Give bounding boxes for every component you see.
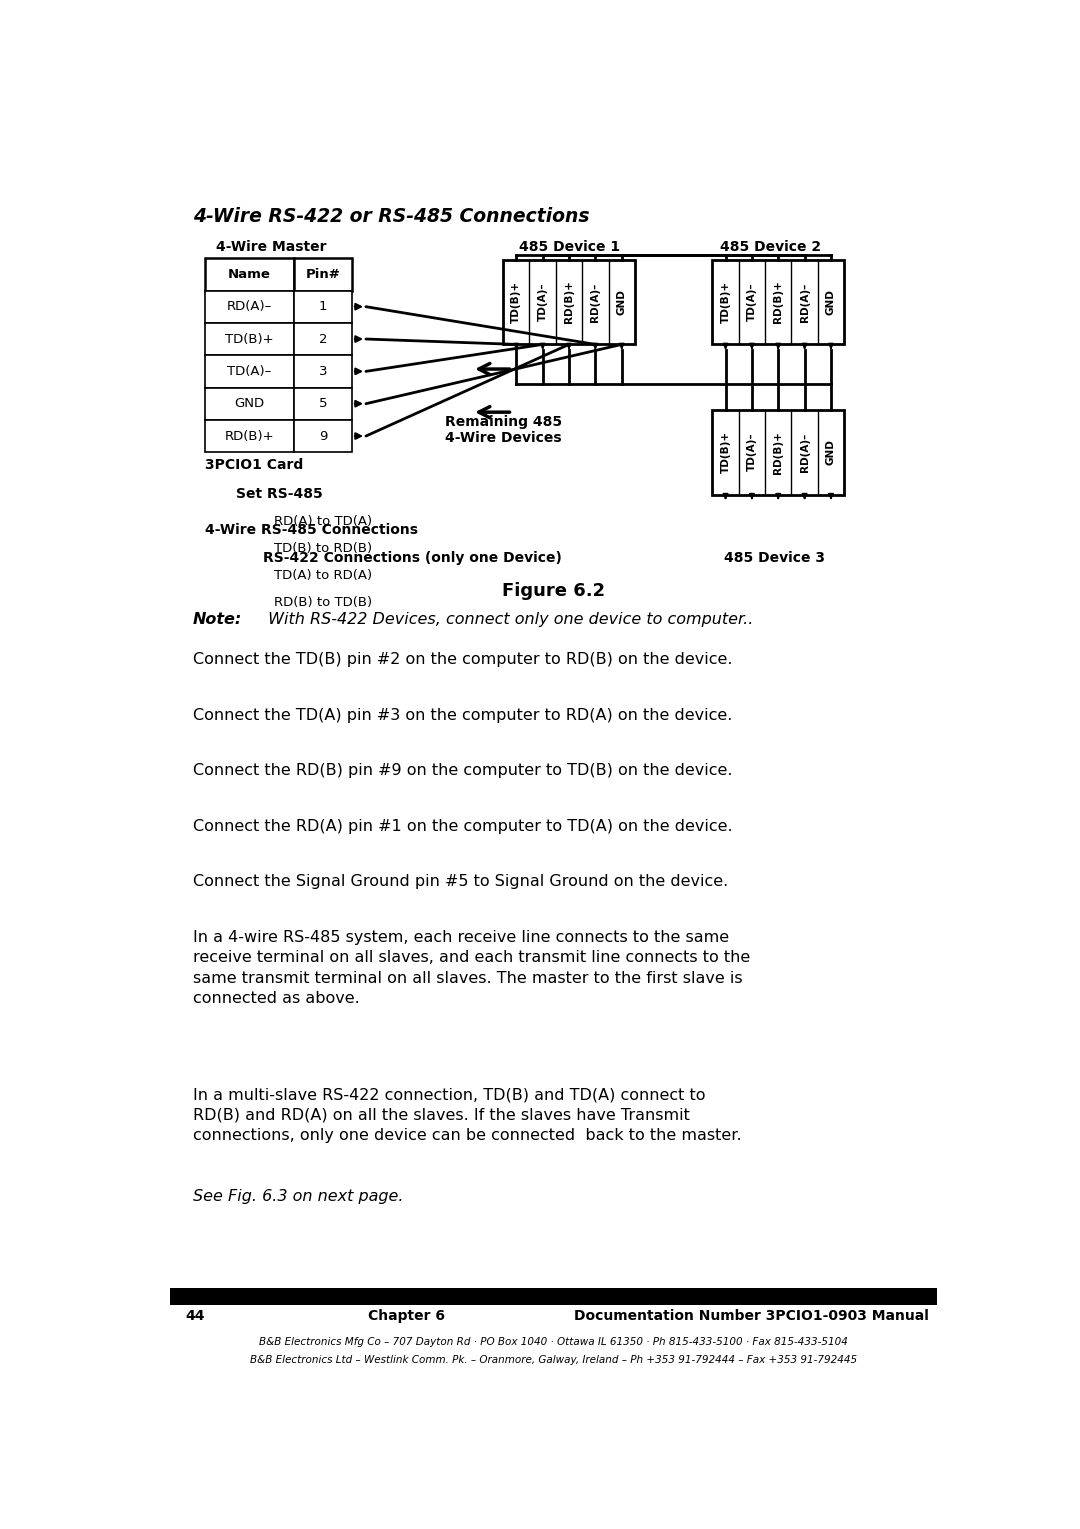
Text: RD(A)–: RD(A)– (799, 433, 810, 472)
Text: See Fig. 6.3 on next page.: See Fig. 6.3 on next page. (193, 1190, 404, 1205)
Text: Documentation Number 3PCIO1-0903 Manual: Documentation Number 3PCIO1-0903 Manual (575, 1309, 930, 1323)
Text: TD(B) to RD(B): TD(B) to RD(B) (274, 543, 373, 555)
Text: Connect the RD(A) pin #1 on the computer to TD(A) on the device.: Connect the RD(A) pin #1 on the computer… (193, 820, 732, 833)
Text: RD(A)–: RD(A)– (799, 283, 810, 321)
Text: 3PCIO1 Card: 3PCIO1 Card (205, 459, 303, 472)
Text: 485 Device 2: 485 Device 2 (720, 240, 821, 254)
Text: 4-Wire Master: 4-Wire Master (216, 240, 327, 254)
Text: 9: 9 (319, 430, 327, 442)
Text: RD(B) to TD(B): RD(B) to TD(B) (274, 596, 373, 609)
Bar (294, 291, 352, 323)
Text: 485 Device 3: 485 Device 3 (724, 550, 825, 564)
Text: 485 Device 1: 485 Device 1 (518, 240, 620, 254)
Text: RD(B)+: RD(B)+ (564, 281, 573, 324)
Text: B&B Electronics Mfg Co – 707 Dayton Rd · PO Box 1040 · Ottawa IL 61350 · Ph 815-: B&B Electronics Mfg Co – 707 Dayton Rd ·… (259, 1336, 848, 1347)
Bar (170, 1289, 937, 1306)
Text: Pin#: Pin# (306, 268, 340, 281)
Text: TD(A)–: TD(A)– (538, 283, 548, 321)
Text: TD(A)–: TD(A)– (227, 365, 271, 378)
Text: B&B Electronics Ltd – Westlink Comm. Pk. – Oranmore, Galway, Ireland – Ph +353 9: B&B Electronics Ltd – Westlink Comm. Pk.… (249, 1355, 858, 1365)
Text: RD(B)+: RD(B)+ (773, 281, 783, 324)
Text: 4-Wire RS-422 or RS-485 Connections: 4-Wire RS-422 or RS-485 Connections (193, 208, 590, 226)
Bar (294, 420, 352, 453)
Text: TD(A)–: TD(A)– (747, 283, 757, 321)
Text: 2: 2 (319, 332, 327, 346)
Text: Connect the Signal Ground pin #5 to Signal Ground on the device.: Connect the Signal Ground pin #5 to Sign… (193, 875, 728, 890)
Text: GND: GND (826, 289, 836, 315)
Text: 44: 44 (186, 1309, 205, 1323)
Bar (205, 355, 294, 387)
Text: Connect the RD(B) pin #9 on the computer to TD(B) on the device.: Connect the RD(B) pin #9 on the computer… (193, 763, 732, 778)
Text: Name: Name (228, 268, 271, 281)
Text: TD(B)+: TD(B)+ (511, 281, 522, 323)
Text: In a 4-wire RS-485 system, each receive line connects to the same
receive termin: In a 4-wire RS-485 system, each receive … (193, 930, 751, 1006)
Bar (294, 258, 352, 291)
Text: TD(B)+: TD(B)+ (720, 281, 730, 323)
Bar (205, 323, 294, 355)
Text: In a multi-slave RS-422 connection, TD(B) and TD(A) connect to
RD(B) and RD(A) o: In a multi-slave RS-422 connection, TD(B… (193, 1087, 742, 1144)
Bar (294, 355, 352, 387)
Text: TD(B)+: TD(B)+ (225, 332, 273, 346)
Text: RD(B)+: RD(B)+ (773, 431, 783, 474)
Text: 5: 5 (319, 398, 327, 410)
Bar (205, 387, 294, 420)
Text: Figure 6.2: Figure 6.2 (502, 581, 605, 599)
Text: 1: 1 (319, 300, 327, 313)
Bar (205, 420, 294, 453)
Text: RD(A)–: RD(A)– (227, 300, 272, 313)
Bar (713, 410, 845, 494)
Bar (294, 323, 352, 355)
Text: 3: 3 (319, 365, 327, 378)
Bar (503, 260, 635, 344)
Bar (205, 258, 294, 291)
Text: Remaining 485
4-Wire Devices: Remaining 485 4-Wire Devices (445, 416, 562, 445)
Text: GND: GND (617, 289, 626, 315)
Text: RS-422 Connections (only one Device): RS-422 Connections (only one Device) (262, 550, 562, 564)
Text: Chapter 6: Chapter 6 (368, 1309, 445, 1323)
Text: TD(B)+: TD(B)+ (720, 431, 730, 474)
Bar (294, 387, 352, 420)
Text: GND: GND (234, 398, 265, 410)
Bar (205, 291, 294, 323)
Text: TD(A)–: TD(A)– (747, 433, 757, 471)
Text: GND: GND (826, 439, 836, 465)
Text: Connect the TD(A) pin #3 on the computer to RD(A) on the device.: Connect the TD(A) pin #3 on the computer… (193, 708, 732, 723)
Text: 4-Wire RS-485 Connections: 4-Wire RS-485 Connections (205, 523, 418, 537)
Text: RD(A) to TD(A): RD(A) to TD(A) (274, 515, 373, 529)
Text: With RS-422 Devices, connect only one device to computer..: With RS-422 Devices, connect only one de… (262, 613, 753, 627)
Text: RD(A)–: RD(A)– (591, 283, 600, 321)
Text: RD(B)+: RD(B)+ (225, 430, 274, 442)
Text: Set RS-485: Set RS-485 (235, 486, 323, 502)
Text: Connect the TD(B) pin #2 on the computer to RD(B) on the device.: Connect the TD(B) pin #2 on the computer… (193, 653, 732, 668)
Text: Note:: Note: (193, 613, 242, 627)
Bar (713, 260, 845, 344)
Text: TD(A) to RD(A): TD(A) to RD(A) (274, 569, 373, 583)
